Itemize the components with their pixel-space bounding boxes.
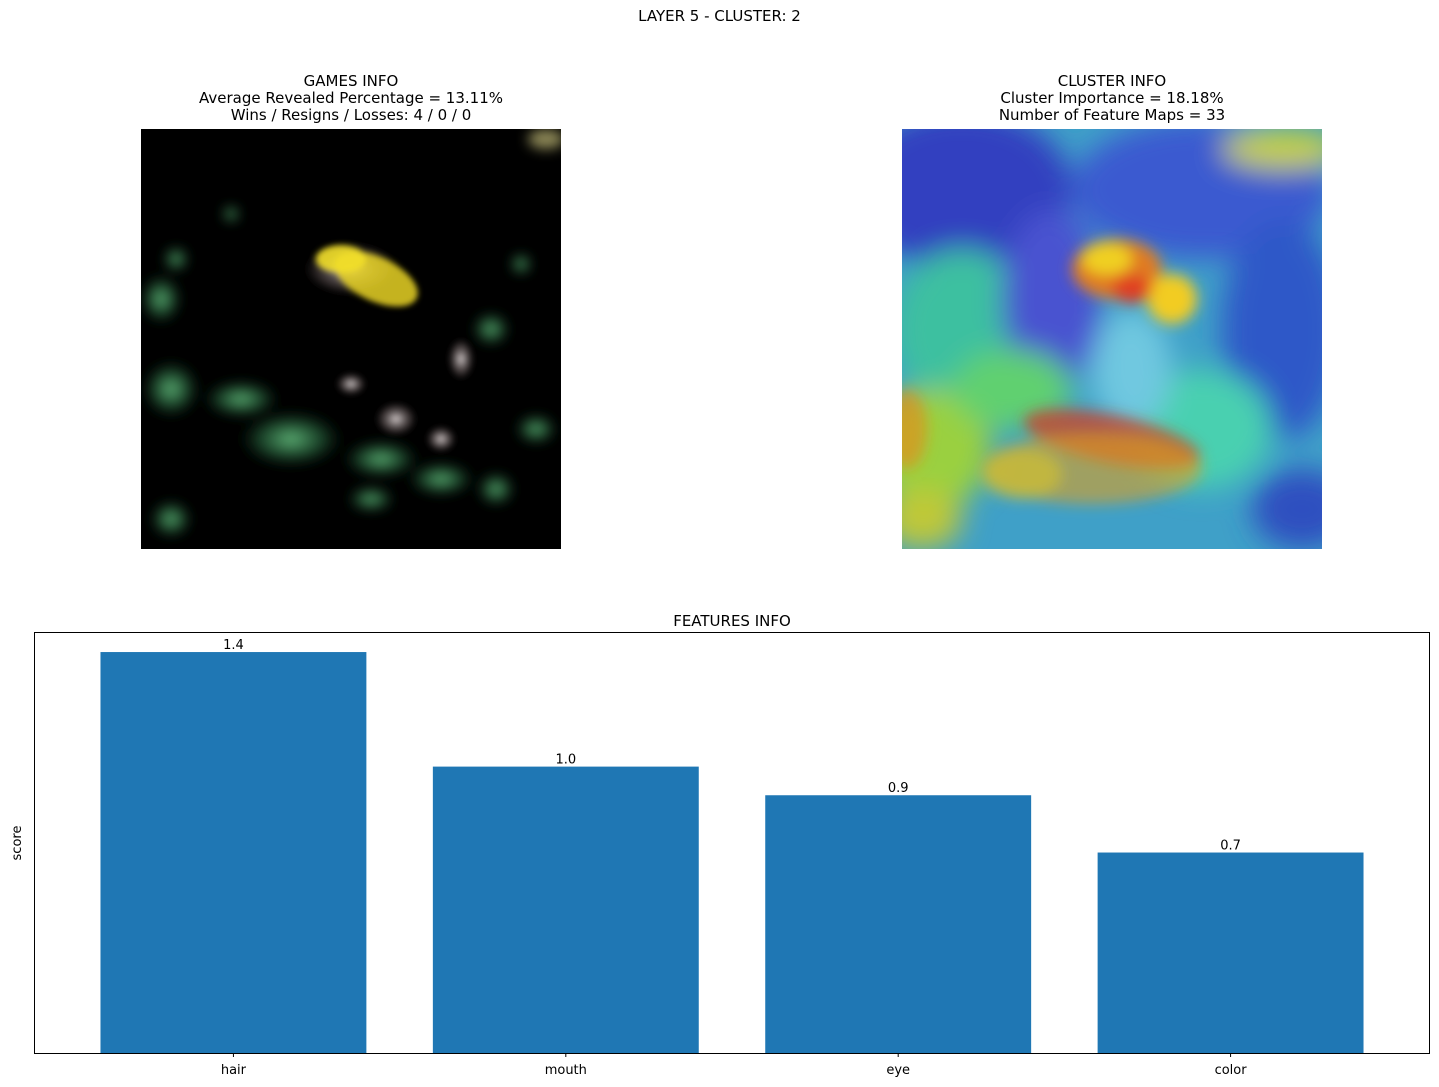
bar-value-label-mouth: 1.0 xyxy=(555,753,576,768)
features-chart-title: FEATURES INFO xyxy=(673,612,791,630)
bar-eye xyxy=(765,795,1032,1053)
x-tick-label-color: color xyxy=(1215,1063,1248,1078)
bar-value-label-eye: 0.9 xyxy=(888,781,909,796)
games-info-title: GAMES INFO Average Revealed Percentage =… xyxy=(101,73,601,124)
x-tick-label-eye: eye xyxy=(886,1063,910,1078)
games-info-heading: GAMES INFO xyxy=(303,72,399,90)
figure-title: LAYER 5 - CLUSTER: 2 xyxy=(638,7,801,25)
cluster-info-heading: CLUSTER INFO xyxy=(1057,72,1167,90)
bar-mouth xyxy=(432,766,699,1053)
x-tick-label-hair: hair xyxy=(221,1063,247,1078)
bar-value-label-hair: 1.4 xyxy=(223,638,244,653)
y-axis-label: score xyxy=(10,826,25,861)
games-info-revealed-percentage: Average Revealed Percentage = 13.11% xyxy=(198,89,503,107)
plot-frame xyxy=(34,632,1430,1054)
bar-color xyxy=(1097,852,1364,1053)
x-tick-label-mouth: mouth xyxy=(545,1063,587,1078)
games-info-wins-resigns-losses: Wins / Resigns / Losses: 4 / 0 / 0 xyxy=(230,106,472,124)
cluster-info-title: CLUSTER INFO Cluster Importance = 18.18%… xyxy=(862,73,1362,124)
bar-value-label-color: 0.7 xyxy=(1220,839,1241,854)
revealed-image xyxy=(141,129,561,549)
cluster-importance: Cluster Importance = 18.18% xyxy=(1000,89,1224,107)
bar-hair xyxy=(100,652,367,1053)
feature-map-count: Number of Feature Maps = 33 xyxy=(998,106,1226,124)
heatmap-image xyxy=(902,129,1322,549)
